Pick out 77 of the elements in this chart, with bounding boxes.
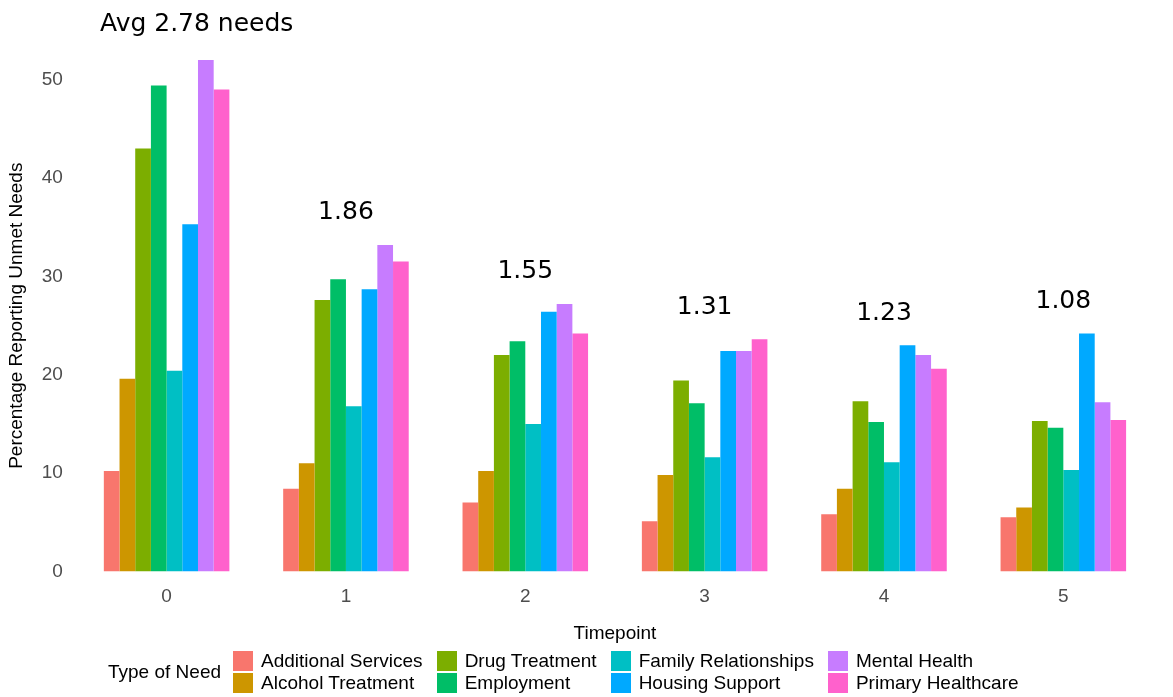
bar [361, 289, 378, 572]
bar [345, 406, 362, 572]
bar [1047, 427, 1064, 572]
bar [1110, 419, 1127, 572]
y-axis-title: Percentage Reporting Unmet Needs [4, 162, 26, 469]
annotation: 1.86 [318, 196, 374, 226]
bar [330, 279, 346, 572]
bar [197, 60, 214, 572]
bar [103, 471, 120, 572]
y-tick-label: 40 [41, 166, 63, 188]
bar [931, 368, 947, 572]
bar [915, 355, 932, 572]
bar [1031, 420, 1048, 572]
text: Avg 2.78 needs [100, 8, 294, 37]
bar [119, 378, 136, 572]
bar [1063, 470, 1080, 572]
annotation: 1.31 [676, 290, 733, 320]
bar [462, 502, 479, 572]
bar [556, 303, 573, 572]
bar [509, 341, 526, 572]
bar [213, 89, 230, 572]
bar [1094, 402, 1111, 572]
bar [572, 333, 589, 572]
bar [377, 244, 394, 572]
legend-label: Family Relationships [638, 650, 814, 671]
legend-label: Additional Services [261, 650, 423, 671]
annotation: 1.23 [856, 296, 912, 326]
bar [182, 224, 198, 572]
bar [540, 311, 557, 572]
legend-label: Mental Health [855, 650, 974, 671]
bar [393, 261, 409, 572]
bar [135, 148, 151, 572]
legend-label: Drug Treatment [464, 650, 597, 671]
legend-label: Primary Healthcare [855, 672, 1019, 693]
bar [314, 299, 331, 572]
bar [883, 462, 900, 572]
annotation: 1.55 [497, 255, 554, 285]
bar [821, 514, 837, 572]
bar [673, 380, 689, 572]
bar [704, 457, 721, 572]
bar [688, 403, 705, 572]
bar [836, 488, 853, 572]
x-axis-title: Timepoint [573, 621, 658, 643]
legend-label: Employment [464, 672, 571, 693]
bar [641, 521, 658, 572]
x-tick-label: 3 [699, 585, 710, 607]
bar [525, 423, 541, 572]
bar [166, 370, 183, 572]
annotation: 1.08 [1035, 284, 1092, 314]
y-tick-label: 50 [41, 67, 63, 89]
bar [852, 401, 869, 572]
bar [283, 488, 299, 572]
bar [298, 463, 315, 572]
bar [736, 351, 752, 572]
bar [868, 421, 884, 572]
bar [657, 475, 674, 572]
x-tick-label: 0 [161, 585, 172, 607]
y-tick-label: 0 [52, 559, 63, 581]
bar [493, 355, 510, 572]
bar [720, 351, 737, 572]
legend-label: Alcohol Treatment [261, 672, 415, 693]
bar [899, 345, 916, 572]
x-tick-label: 2 [520, 585, 531, 607]
legend-title: Type of Need [108, 661, 222, 683]
x-tick-label: 1 [340, 585, 352, 607]
x-tick-label: 5 [1058, 585, 1069, 607]
y-tick-label: 10 [41, 461, 63, 483]
bar [1016, 507, 1032, 572]
y-tick-label: 30 [41, 264, 63, 286]
bar [150, 85, 167, 572]
y-tick-label: 20 [41, 362, 63, 384]
legend-label: Housing Support [638, 672, 781, 693]
bar [751, 339, 768, 572]
bar [478, 471, 494, 572]
bar [1079, 333, 1095, 572]
x-tick-label: 4 [878, 585, 890, 607]
bar [1000, 517, 1017, 572]
